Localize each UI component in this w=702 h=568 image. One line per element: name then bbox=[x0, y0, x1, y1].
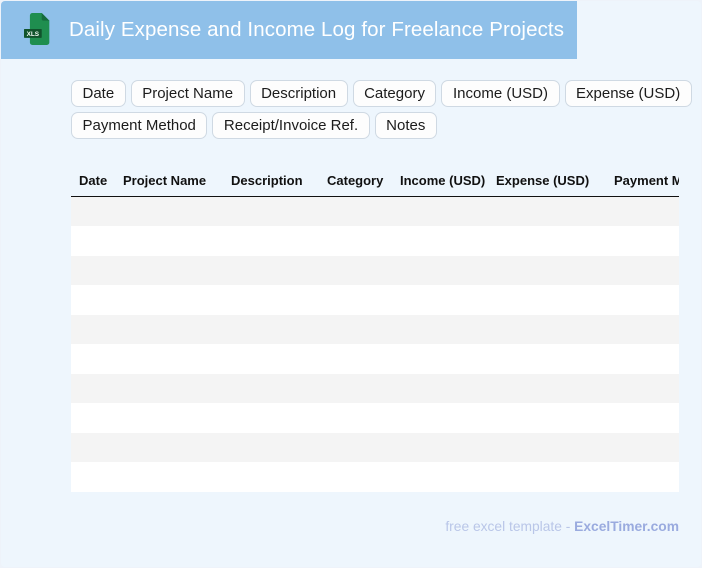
svg-text:XLS: XLS bbox=[27, 31, 40, 38]
